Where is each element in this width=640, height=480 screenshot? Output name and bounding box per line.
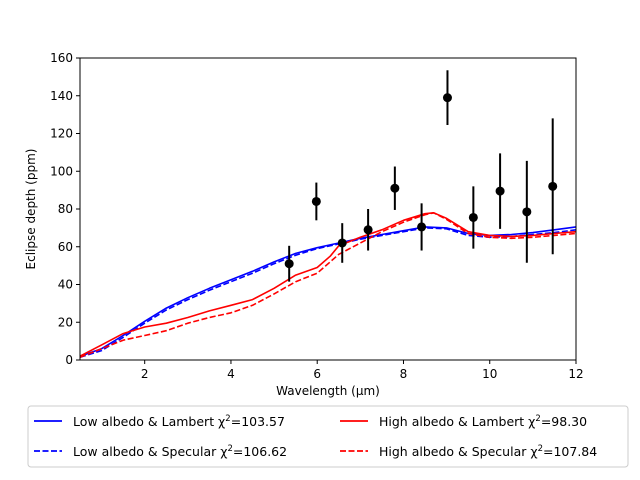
data-point <box>495 186 505 196</box>
data-point <box>417 222 427 232</box>
legend: Low albedo & Lambert χ2=103.57 Low albedo… <box>27 405 629 468</box>
data-point <box>337 238 347 248</box>
data-point <box>468 212 478 222</box>
x-tick-label: 6 <box>313 367 321 381</box>
series-line-3 <box>80 212 576 357</box>
legend-entry: High albedo & Lambert χ2=98.30 <box>379 414 587 429</box>
data-point <box>311 196 321 206</box>
x-tick-label: 8 <box>400 367 408 381</box>
x-tick-label: 4 <box>227 367 235 381</box>
data-point <box>522 207 532 217</box>
y-axis-ticks: 0 20 40 60 80 100 120 140 160 <box>50 51 80 367</box>
y-tick-label: 80 <box>58 202 73 216</box>
data-point <box>363 225 373 235</box>
data-point <box>390 183 400 193</box>
y-axis-label: Eclipse depth (ppm) <box>24 149 38 270</box>
x-tick-label: 12 <box>568 367 583 381</box>
data-point <box>548 181 558 191</box>
legend-entry: Low albedo & Specular χ2=106.62 <box>73 444 287 459</box>
series-line-4 <box>80 212 576 358</box>
data-point <box>284 259 294 269</box>
legend-box <box>27 405 629 468</box>
x-axis-label: Wavelength (μm) <box>276 384 380 398</box>
x-tick-label: 10 <box>482 367 497 381</box>
series-line-2 <box>80 227 576 358</box>
y-tick-label: 40 <box>58 278 73 292</box>
legend-entry: High albedo & Specular χ2=107.84 <box>379 444 597 459</box>
y-tick-label: 120 <box>50 127 73 141</box>
y-tick-label: 100 <box>50 164 73 178</box>
x-axis-ticks: 2 4 6 8 10 12 <box>141 360 584 381</box>
y-tick-label: 20 <box>58 315 73 329</box>
data-point <box>442 93 452 103</box>
y-tick-label: 60 <box>58 240 73 254</box>
x-tick-label: 2 <box>141 367 149 381</box>
y-tick-label: 0 <box>65 353 73 367</box>
observation-points <box>284 70 558 282</box>
y-tick-label: 140 <box>50 89 73 103</box>
y-tick-label: 160 <box>50 51 73 65</box>
model-curves <box>80 212 576 358</box>
legend-entry: Low albedo & Lambert χ2=103.57 <box>73 414 285 429</box>
